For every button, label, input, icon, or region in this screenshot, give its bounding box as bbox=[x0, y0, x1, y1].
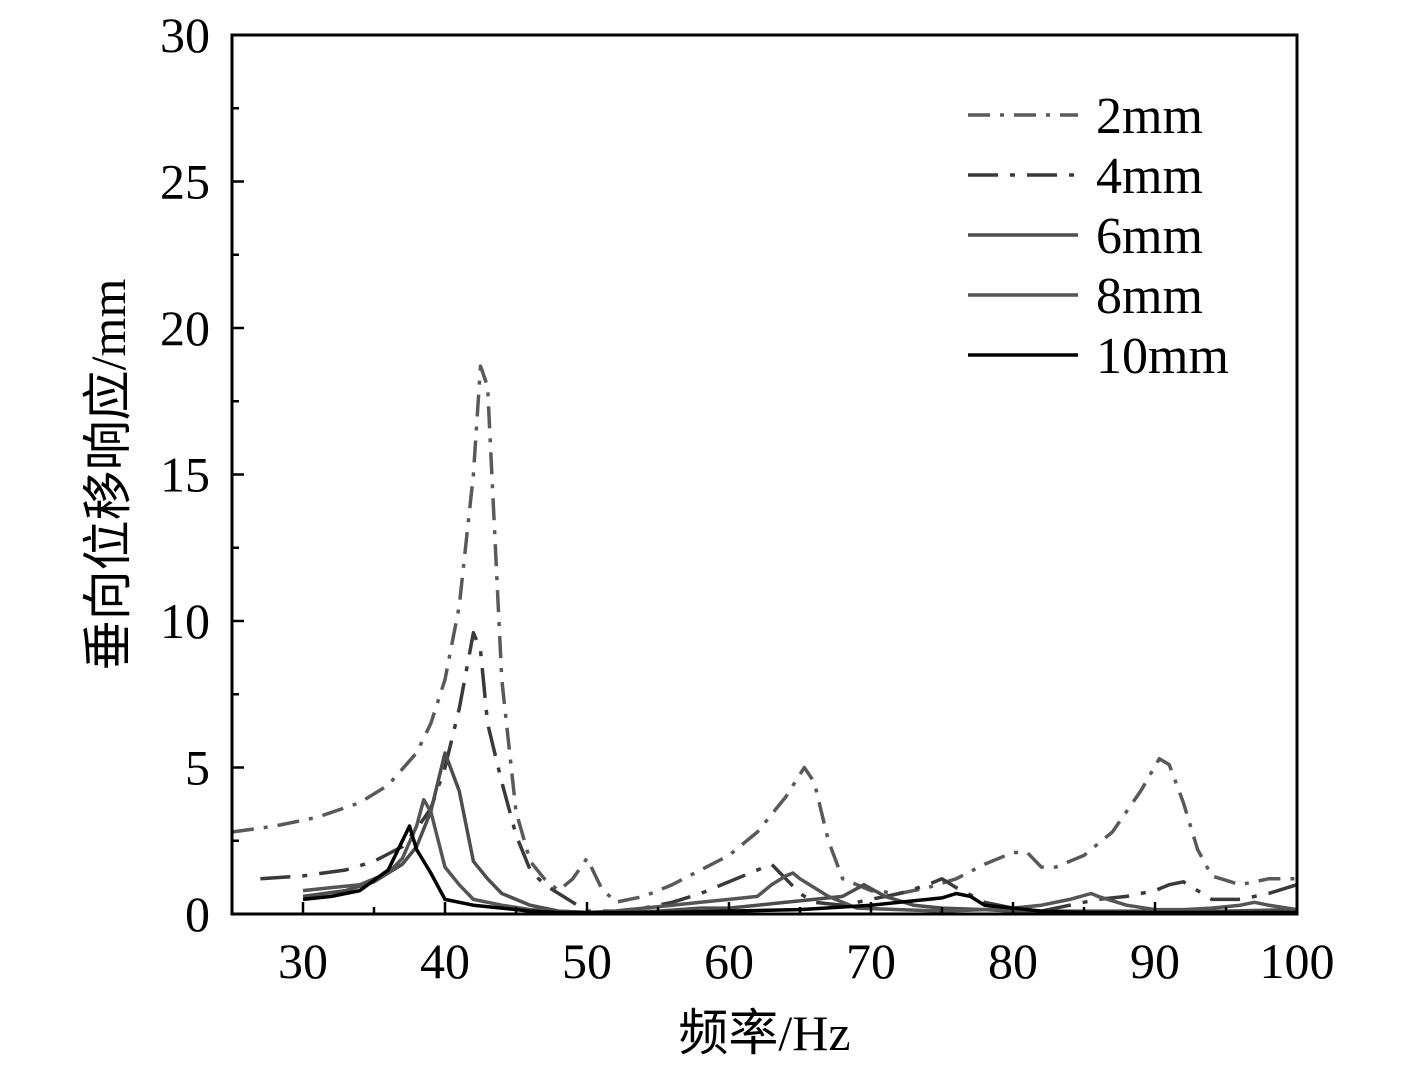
legend-label: 4mm bbox=[1096, 148, 1203, 205]
x-axis-label: 频率/Hz bbox=[678, 1005, 850, 1061]
series-line-8mm bbox=[302, 797, 1298, 915]
x-tick-label: 60 bbox=[704, 933, 754, 989]
x-tick-label: 30 bbox=[278, 933, 328, 989]
legend-item-4mm: 4mm bbox=[968, 148, 1203, 205]
x-tick-label: 40 bbox=[420, 933, 470, 989]
y-tick-label: 15 bbox=[160, 447, 210, 503]
legend-label: 10mm bbox=[1096, 328, 1229, 385]
y-tick-label: 0 bbox=[185, 886, 210, 942]
x-tick-label: 100 bbox=[1260, 933, 1335, 989]
series-layer bbox=[231, 364, 1298, 915]
legend-item-6mm: 6mm bbox=[968, 208, 1203, 265]
ticks-layer: 30 40 50 60 70 80 90 100 0 5 10 15 20 25 30 bbox=[160, 7, 1335, 989]
y-tick-label: 5 bbox=[185, 740, 210, 796]
x-tick-label: 70 bbox=[846, 933, 896, 989]
y-axis-label: 垂向位移响应/mm bbox=[80, 279, 136, 671]
legend-label: 8mm bbox=[1096, 268, 1203, 325]
series-line-4mm bbox=[260, 630, 1298, 913]
y-tick-label: 10 bbox=[160, 593, 210, 649]
legend-label: 2mm bbox=[1096, 88, 1203, 145]
series-line-10mm bbox=[302, 824, 1297, 915]
legend-item-10mm: 10mm bbox=[968, 328, 1229, 385]
y-tick-label: 25 bbox=[160, 154, 210, 210]
legend-item-2mm: 2mm bbox=[968, 88, 1203, 145]
legend-label: 6mm bbox=[1096, 208, 1203, 265]
x-tick-label: 90 bbox=[1130, 933, 1180, 989]
x-tick-label: 80 bbox=[988, 933, 1038, 989]
y-tick-label: 30 bbox=[160, 7, 210, 63]
series-line-2mm bbox=[231, 364, 1297, 905]
x-tick-label: 50 bbox=[562, 933, 612, 989]
y-tick-label: 20 bbox=[160, 300, 210, 356]
legend-item-8mm: 8mm bbox=[968, 268, 1203, 325]
series-line-6mm bbox=[302, 751, 1298, 915]
